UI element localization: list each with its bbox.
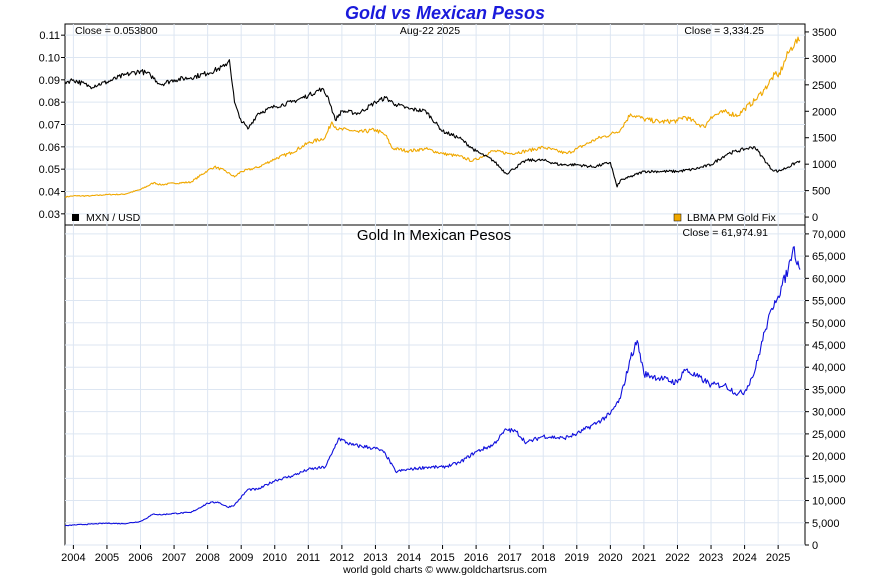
bottom-panel-frame: [64, 224, 806, 546]
y-left-tick-label: 0.04: [39, 187, 60, 199]
x-tick-label: 2020: [598, 552, 622, 564]
x-tick-label: 2013: [363, 552, 387, 564]
x-tick-label: 2009: [229, 552, 253, 564]
y-right-tick-label: 25,000: [812, 429, 846, 441]
y-right-tick-label: 2500: [812, 80, 836, 92]
x-tick-label: 2004: [61, 552, 85, 564]
x-tick-label: 2017: [497, 552, 521, 564]
x-tick-label: 2024: [732, 552, 756, 564]
bottom-panel-grid: [65, 225, 805, 546]
y-right-tick-label: 0: [812, 540, 818, 552]
y-right-tick-label: 1500: [812, 133, 836, 145]
y-left-tick-label: 0.06: [39, 142, 60, 154]
x-tick-label: 2005: [95, 552, 119, 564]
y-right-tick-label: 50,000: [812, 318, 846, 330]
y-right-tick-label: 60,000: [812, 273, 846, 285]
y-right-tick-label: 3500: [812, 27, 836, 39]
x-tick-label: 2025: [766, 552, 790, 564]
y-right-tick-label: 15,000: [812, 473, 846, 485]
y-left-tick-label: 0.08: [39, 97, 60, 109]
x-tick-label: 2015: [430, 552, 454, 564]
bottom-close-label: Close = 61,974.91: [682, 227, 768, 239]
y-right-tick-label: 500: [812, 186, 830, 198]
x-tick-label: 2023: [699, 552, 723, 564]
gold-mxn-line: [64, 246, 801, 527]
x-tick-label: 2018: [531, 552, 555, 564]
x-tick-label: 2008: [195, 552, 219, 564]
y-right-tick-label: 10,000: [812, 496, 846, 508]
y-left-tick-label: 0.03: [39, 209, 60, 221]
y-left-tick-label: 0.09: [39, 75, 60, 87]
close-left-label: Close = 0.053800: [75, 25, 158, 37]
y-right-tick-label: 0: [812, 212, 818, 224]
y-right-tick-label: 70,000: [812, 229, 846, 241]
y-left-tick-label: 0.07: [39, 120, 60, 132]
y-right-tick-label: 30,000: [812, 407, 846, 419]
top-panel-grid: [65, 24, 805, 225]
x-tick-label: 2011: [296, 552, 320, 564]
x-tick-label: 2006: [128, 552, 152, 564]
x-tick-label: 2016: [464, 552, 488, 564]
x-tick-label: 2012: [330, 552, 354, 564]
x-tick-label: 2019: [565, 552, 589, 564]
gold-price-line: [64, 36, 800, 198]
y-left-tick-label: 0.10: [39, 53, 60, 65]
y-right-tick-label: 3000: [812, 53, 836, 65]
y-right-tick-label: 2000: [812, 106, 836, 118]
x-tick-label: 2022: [665, 552, 689, 564]
bottom-panel-subtitle: Gold In Mexican Pesos: [357, 227, 511, 244]
y-right-tick-label: 1000: [812, 159, 836, 171]
date-label: Aug-22 2025: [400, 25, 460, 37]
legend-gold-label: LBMA PM Gold Fix: [687, 212, 776, 224]
close-right-label: Close = 3,334.25: [684, 25, 764, 37]
chart-title: Gold vs Mexican Pesos: [345, 3, 545, 23]
y-right-tick-label: 40,000: [812, 362, 846, 374]
x-tick-label: 2021: [632, 552, 656, 564]
x-tick-label: 2007: [162, 552, 186, 564]
x-tick-label: 2010: [263, 552, 287, 564]
y-right-tick-label: 55,000: [812, 296, 846, 308]
axis-layer: 2004 2005 2006 2007 2008 2009 2010 2011 2012 2013…: [39, 27, 846, 564]
legend-mxn-label: MXN / USD: [86, 212, 141, 224]
y-left-tick-label: 0.11: [39, 30, 60, 42]
legend-gold-swatch: [673, 213, 682, 222]
footer-credit: world gold charts © www.goldchartsrus.co…: [342, 564, 547, 575]
y-right-tick-label: 65,000: [812, 251, 846, 263]
y-right-tick-label: 20,000: [812, 451, 846, 463]
y-right-tick-label: 45,000: [812, 340, 846, 352]
mxn-usd-line: [64, 59, 801, 188]
legend-mxn-swatch: [72, 214, 79, 221]
x-tick-label: 2014: [397, 552, 421, 564]
y-left-tick-label: 0.05: [39, 164, 60, 176]
series-layer: [64, 36, 801, 527]
y-right-tick-label: 5,000: [812, 518, 840, 530]
y-right-tick-label: 35,000: [812, 384, 846, 396]
